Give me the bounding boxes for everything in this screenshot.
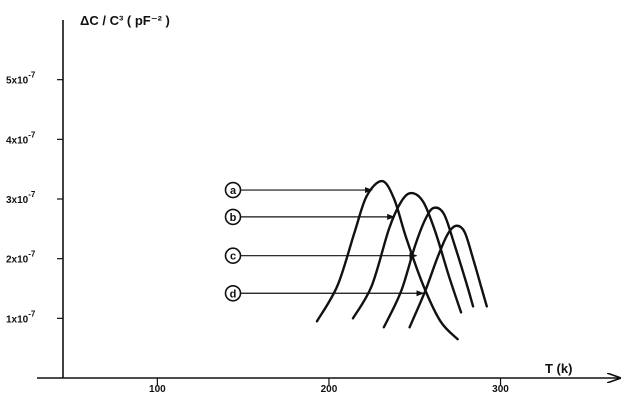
y-axis-title: ΔC / C³ ( pF⁻² ) [80, 13, 170, 28]
series-layer: a b c d [224, 179, 488, 341]
series-b: b [224, 191, 463, 320]
series-d-curve [408, 224, 488, 329]
series-a-marker [224, 181, 242, 199]
y-ticks: 1x10-7 2x10-7 3x10-7 4x10-7 5x10-7 [6, 71, 63, 325]
x-axis-title: T (k) [545, 361, 572, 376]
series-a-curve [315, 179, 459, 341]
series-a: a [224, 179, 459, 341]
x-tick-label: 300 [492, 384, 509, 394]
x-tick-label: 100 [149, 384, 166, 394]
series-c: c [224, 206, 475, 329]
y-tick-label: 2x10-7 [6, 250, 36, 266]
x-ticks: 100 200 300 [149, 378, 509, 395]
series-b-marker [224, 208, 242, 226]
series-a-label: a [230, 185, 237, 197]
series-c-marker [224, 247, 242, 264]
y-tick-label: 4x10-7 [6, 130, 36, 146]
series-d-label: d [230, 288, 237, 300]
y-tick-label: 1x10-7 [6, 309, 36, 325]
series-d-marker [224, 284, 242, 302]
series-c-label: c [230, 251, 236, 263]
x-tick-label: 200 [321, 384, 338, 394]
series-b-curve [351, 191, 463, 320]
series-b-label: b [230, 212, 237, 224]
series-c-curve [382, 206, 475, 329]
y-tick-label: 3x10-7 [6, 190, 36, 206]
y-tick-label: 5x10-7 [6, 71, 36, 87]
series-d: d [224, 224, 488, 329]
